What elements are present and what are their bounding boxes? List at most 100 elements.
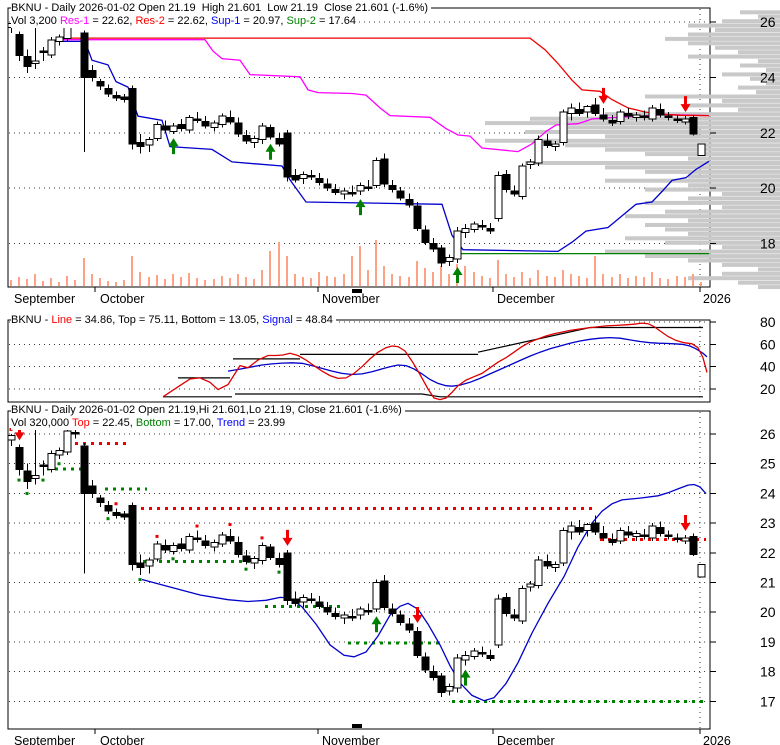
y-axis-label: 23: [760, 515, 776, 531]
candle-body: [299, 173, 308, 180]
candle-body: [96, 497, 105, 503]
candle-body: [494, 175, 503, 220]
volume-profile-bar: [766, 67, 780, 72]
candle-body: [348, 616, 357, 619]
volume-profile-bar: [605, 249, 780, 254]
header-segment: = 17.64: [315, 15, 356, 27]
candle-body: [486, 227, 495, 232]
candle-body: [372, 582, 381, 610]
candle-body: [112, 94, 121, 99]
candle-body: [153, 124, 162, 139]
volume-profile-bar: [688, 156, 780, 161]
y-axis-label: 18: [760, 236, 776, 252]
volume-bar: [229, 278, 231, 286]
volume-profile-bar: [738, 50, 780, 55]
candle-body: [421, 229, 430, 243]
volume-bar: [602, 274, 604, 286]
volume-profile-bar: [738, 107, 780, 112]
volume-bar: [489, 278, 491, 286]
volume-profile-bar: [605, 112, 780, 117]
volume-profile-bar: [565, 143, 780, 148]
candle-body: [429, 243, 438, 250]
candle-body: [396, 190, 405, 199]
y-axis-label: 20: [760, 381, 776, 397]
volume-bar: [546, 276, 548, 286]
volume-bar: [123, 280, 125, 286]
candle-body: [664, 534, 673, 537]
volume-bar: [692, 274, 694, 286]
candle-body: [437, 675, 446, 693]
volume-profile-bar: [738, 280, 780, 285]
volume-profile-bar: [740, 63, 780, 68]
candle-body: [461, 227, 470, 234]
candle-body: [80, 32, 89, 78]
y-axis-label: 20: [760, 604, 776, 620]
volume-bar: [684, 277, 686, 286]
candle-body: [673, 118, 682, 121]
candle-body: [242, 135, 251, 142]
candle-body: [470, 223, 479, 231]
swing-low-dot: [244, 567, 248, 571]
volume-profile-bar: [688, 54, 780, 59]
volume-bar: [334, 277, 336, 286]
volume-bar: [570, 274, 572, 286]
candle-body: [640, 534, 649, 537]
volume-bar: [318, 272, 320, 286]
candle-body: [348, 191, 357, 195]
candle-body: [88, 485, 97, 494]
candle-body: [177, 124, 186, 130]
candle-body: [543, 561, 552, 567]
candle-body: [177, 543, 186, 549]
volume-bar: [399, 276, 401, 286]
volume-profile-bar: [758, 285, 780, 290]
candle-body: [526, 583, 535, 588]
candle-body: [136, 142, 145, 148]
candle-body: [364, 610, 373, 613]
volume-bar: [196, 278, 198, 286]
candle-body: [583, 524, 592, 531]
candle-body: [266, 126, 275, 138]
volume-bar: [188, 273, 190, 286]
header-segment: Res-2: [135, 15, 165, 27]
volume-bar: [115, 282, 117, 286]
volume-bar: [529, 278, 531, 286]
candle-body: [470, 650, 479, 658]
candle-body: [697, 143, 706, 156]
candle-body: [193, 118, 202, 121]
volume-bar: [302, 277, 304, 286]
candle-body: [153, 543, 162, 560]
volume-profile-bar: [525, 130, 780, 134]
sell-arrow-icon: [598, 87, 609, 104]
volume-bar: [473, 272, 475, 286]
candle-body: [543, 140, 552, 146]
candle-body: [258, 125, 267, 141]
header-segment: = 20.97,: [240, 15, 287, 27]
volume-bar: [440, 266, 442, 286]
candle-body: [502, 596, 511, 615]
panel3-header-line2: Vol 320,000 Top = 22.45, Bottom = 17.00,…: [11, 417, 289, 430]
swing-low-dot: [171, 557, 175, 561]
volume-bar: [221, 276, 223, 286]
candle-body: [218, 534, 227, 545]
volume-bar: [367, 270, 369, 286]
header-segment: Trend: [216, 417, 246, 429]
candle-body: [656, 108, 665, 116]
candle-body: [396, 614, 405, 624]
candle-body: [616, 530, 625, 542]
y-axis-label: 24: [760, 69, 776, 85]
candle-body: [234, 541, 243, 555]
candle-body: [145, 139, 154, 146]
candle-body: [575, 108, 584, 115]
volume-profile-bar: [688, 276, 780, 281]
volume-bar: [586, 278, 588, 286]
volume-profile-bar: [766, 81, 780, 86]
candle-body: [226, 536, 235, 542]
candle-body: [648, 525, 657, 539]
candle-body: [624, 531, 633, 536]
candle-body: [258, 544, 267, 561]
volume-profile-bar: [645, 94, 780, 99]
header-segment: = 22.62,: [89, 15, 136, 27]
volume-profile-bar: [645, 254, 780, 259]
candle-body: [323, 607, 332, 613]
